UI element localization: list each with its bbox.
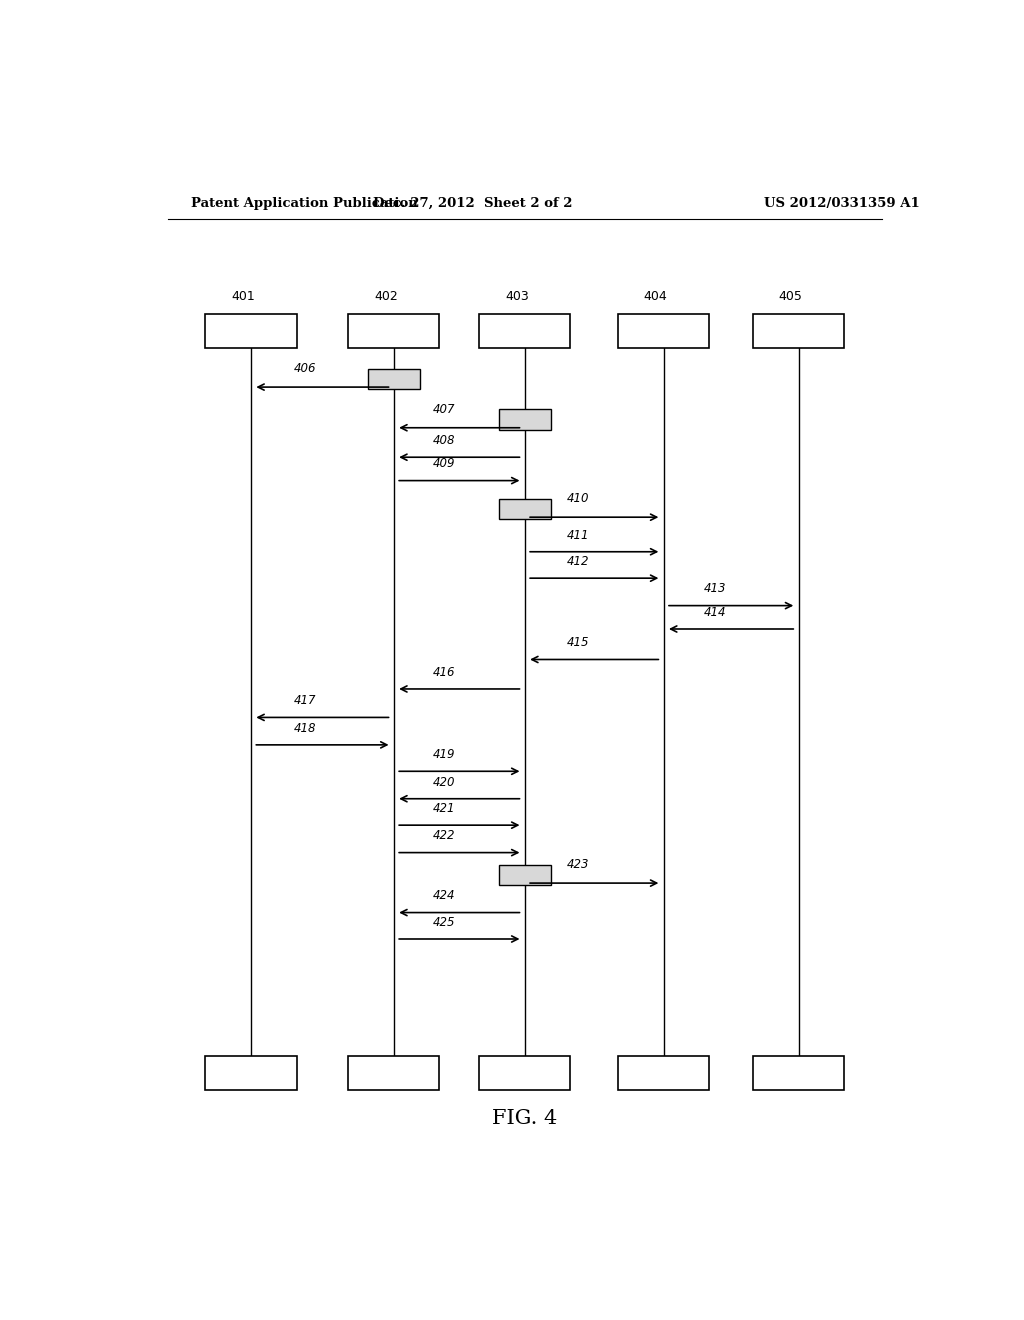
Bar [753, 314, 844, 348]
Text: 409: 409 [432, 458, 455, 470]
Bar [499, 499, 551, 519]
Text: 404: 404 [644, 289, 668, 302]
Text: 402: 402 [374, 289, 397, 302]
Bar [479, 1056, 570, 1090]
Text: 412: 412 [566, 554, 589, 568]
Text: TARGET: TARGET [774, 1068, 823, 1078]
Text: 408: 408 [432, 434, 455, 447]
Text: 420: 420 [432, 776, 455, 788]
Text: 422: 422 [432, 829, 455, 842]
Bar [348, 314, 439, 348]
Bar [368, 368, 420, 389]
Text: 401: 401 [231, 289, 255, 302]
Text: 418: 418 [294, 722, 316, 735]
Text: SERVER: SERVER [370, 326, 418, 337]
Text: 424: 424 [432, 890, 455, 903]
Bar [618, 1056, 710, 1090]
Text: 414: 414 [703, 606, 726, 619]
Bar [206, 314, 297, 348]
Text: 415: 415 [566, 636, 589, 649]
Text: 421: 421 [432, 803, 455, 814]
Bar [618, 314, 710, 348]
Bar [479, 314, 570, 348]
Text: 416: 416 [432, 665, 455, 678]
Text: 403: 403 [505, 289, 528, 302]
Text: DATABASE: DATABASE [218, 1068, 284, 1078]
Text: 423: 423 [566, 858, 589, 871]
Text: 425: 425 [432, 916, 455, 929]
Bar [206, 1056, 297, 1090]
Text: Dec. 27, 2012  Sheet 2 of 2: Dec. 27, 2012 Sheet 2 of 2 [374, 197, 573, 210]
Text: BROWSER: BROWSER [494, 1068, 556, 1078]
Text: 413: 413 [703, 582, 726, 595]
Text: TARGET: TARGET [774, 326, 823, 337]
Bar [348, 1056, 439, 1090]
Bar [753, 1056, 844, 1090]
Bar [499, 865, 551, 886]
Text: SERVER: SERVER [370, 1068, 418, 1078]
Text: 405: 405 [778, 289, 803, 302]
Text: 407: 407 [432, 403, 455, 416]
Bar [499, 409, 551, 430]
Text: 406: 406 [294, 362, 316, 375]
Text: FIG. 4: FIG. 4 [493, 1109, 557, 1129]
Text: 411: 411 [566, 528, 589, 541]
Text: DATABASE: DATABASE [218, 326, 284, 337]
Text: 410: 410 [566, 492, 589, 506]
Text: US 2012/0331359 A1: US 2012/0331359 A1 [764, 197, 921, 210]
Text: EMULATOR: EMULATOR [630, 1068, 697, 1078]
Text: BROWSER: BROWSER [494, 326, 556, 337]
Text: Patent Application Publication: Patent Application Publication [191, 197, 418, 210]
Text: 417: 417 [294, 694, 316, 708]
Text: EMULATOR: EMULATOR [630, 326, 697, 337]
Text: 419: 419 [432, 748, 455, 762]
